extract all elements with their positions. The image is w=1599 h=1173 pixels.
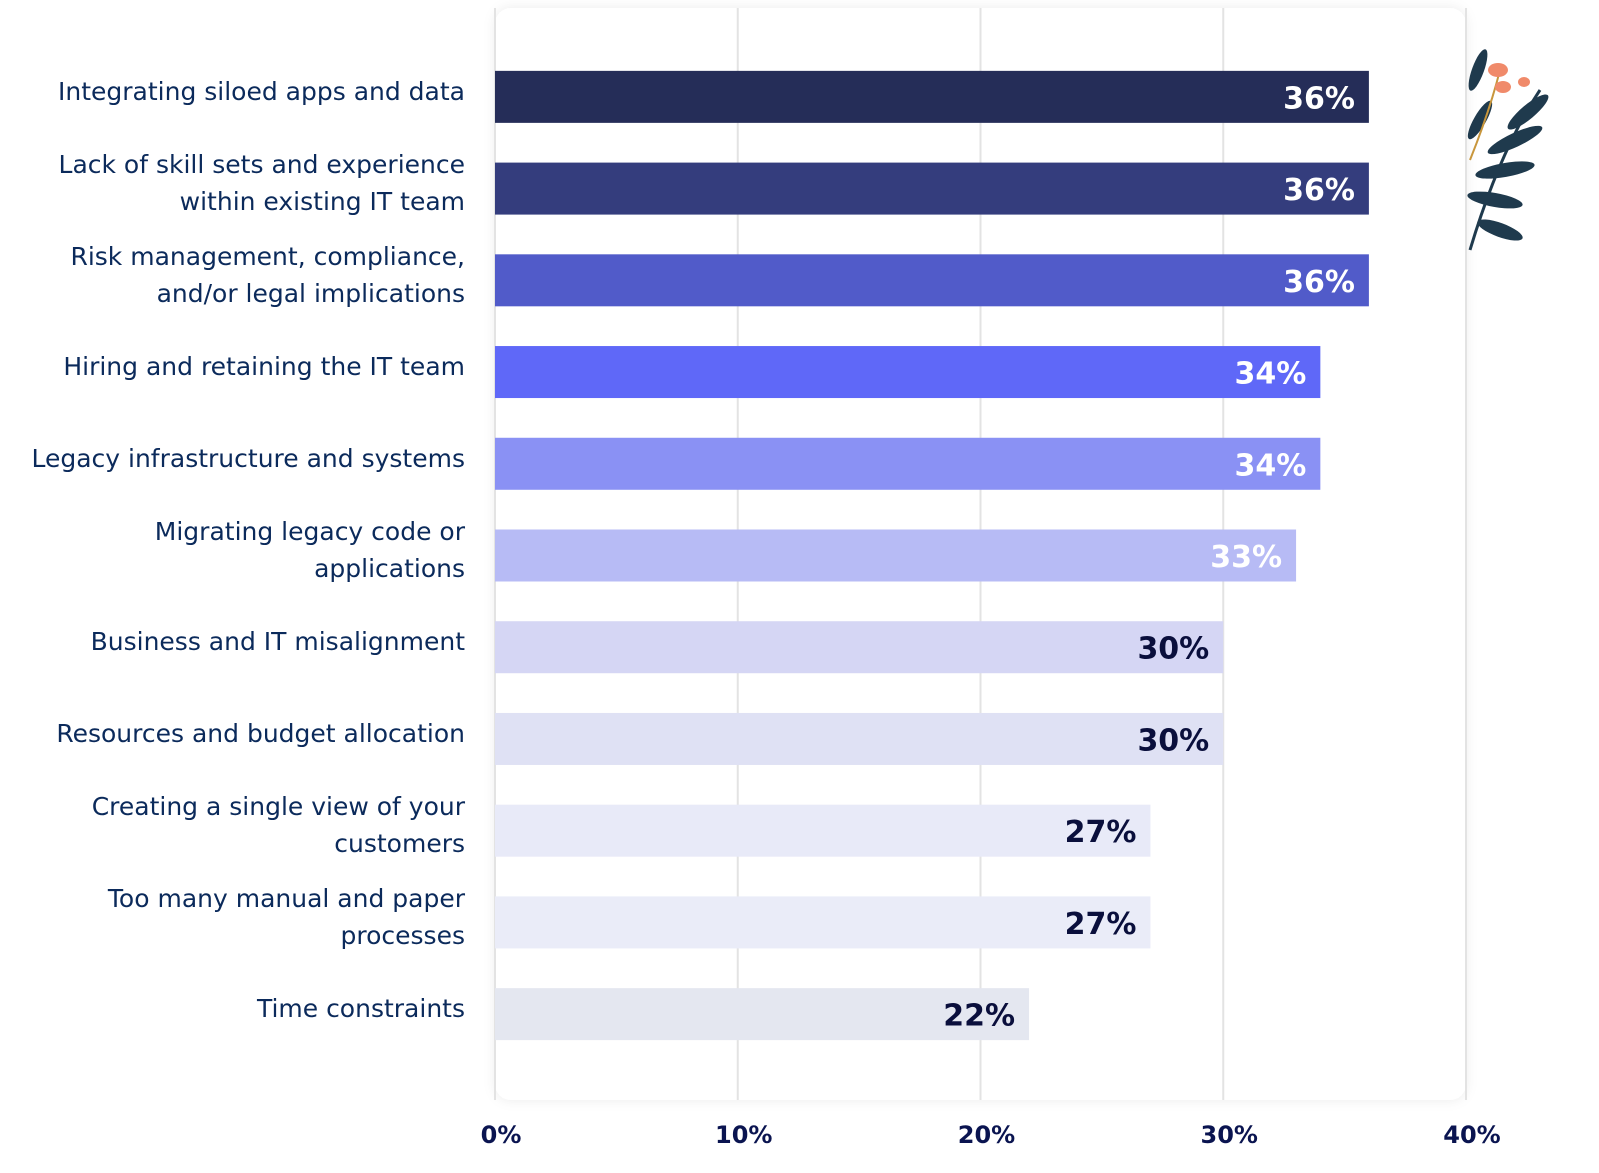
- value-label: 34%: [1235, 357, 1307, 392]
- bar: [495, 437, 1321, 490]
- bar: [495, 529, 1297, 582]
- value-label: 30%: [1137, 632, 1209, 667]
- plant-decoration: [1467, 49, 1549, 251]
- value-label: 36%: [1283, 173, 1355, 208]
- bar: [495, 896, 1151, 949]
- value-label: 27%: [1065, 815, 1137, 850]
- category-label: Hiring and retaining the IT team: [63, 352, 465, 381]
- category-label: Creating a single view of your: [92, 792, 466, 821]
- x-tick-label: 40%: [1443, 1121, 1500, 1149]
- value-label: 36%: [1283, 81, 1355, 116]
- bar: [495, 162, 1369, 215]
- category-label: Lack of skill sets and experience: [59, 150, 465, 179]
- category-label: Integrating siloed apps and data: [58, 77, 465, 106]
- category-label: Legacy infrastructure and systems: [31, 444, 465, 473]
- bar: [495, 988, 1030, 1041]
- category-label: Migrating legacy code or: [155, 517, 466, 546]
- x-tick-label: 20%: [958, 1121, 1015, 1149]
- bar: [495, 254, 1369, 307]
- category-label: Resources and budget allocation: [56, 719, 465, 748]
- bar: [495, 621, 1224, 674]
- category-label: and/or legal implications: [157, 279, 465, 308]
- x-tick-label: 10%: [715, 1121, 772, 1149]
- value-label: 30%: [1137, 723, 1209, 758]
- bar: [495, 804, 1151, 857]
- category-label: within existing IT team: [180, 187, 465, 216]
- bar: [495, 712, 1224, 765]
- value-label: 36%: [1283, 265, 1355, 300]
- category-label: processes: [341, 921, 465, 950]
- value-label: 33%: [1210, 540, 1282, 575]
- value-label: 34%: [1235, 448, 1307, 483]
- bar: [495, 346, 1321, 399]
- category-label: customers: [334, 829, 465, 858]
- x-tick-label: 30%: [1201, 1121, 1258, 1149]
- value-label: 22%: [943, 999, 1015, 1034]
- x-tick-label: 0%: [481, 1121, 522, 1149]
- category-label: Time constraints: [256, 994, 465, 1023]
- bar: [495, 70, 1369, 123]
- category-label: Too many manual and paper: [107, 884, 466, 913]
- category-label: applications: [314, 554, 465, 583]
- value-label: 27%: [1065, 907, 1137, 942]
- category-label: Risk management, compliance,: [70, 242, 465, 271]
- category-label: Business and IT misalignment: [91, 627, 466, 656]
